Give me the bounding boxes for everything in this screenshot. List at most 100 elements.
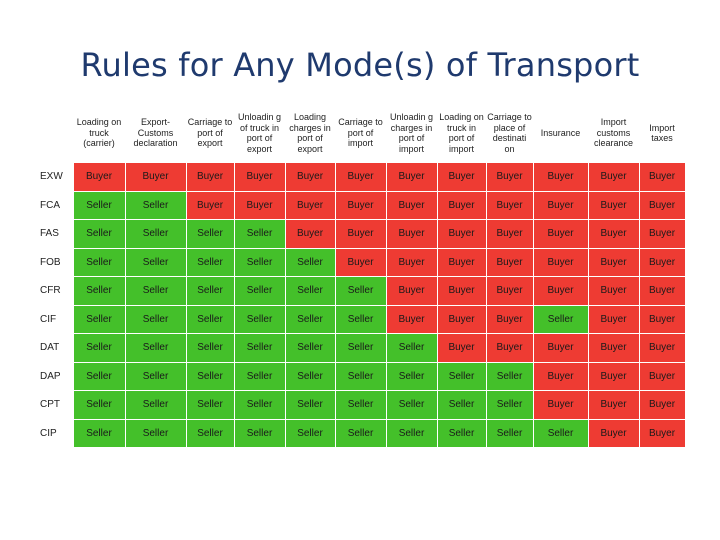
responsibility-cell: Buyer xyxy=(532,390,589,420)
responsibility-cell: Buyer xyxy=(587,333,640,363)
responsibility-cell: Buyer xyxy=(436,190,487,220)
column-header: Loading on truck in port of import xyxy=(439,112,484,154)
responsibility-cell: Seller xyxy=(72,418,126,448)
responsibility-cell: Buyer xyxy=(587,390,640,420)
responsibility-cell: Seller xyxy=(185,304,235,334)
responsibility-cell: Buyer xyxy=(638,190,686,220)
responsibility-cell: Buyer xyxy=(485,219,534,249)
table-row: CIP Seller Seller Seller Seller Seller Seller S… xyxy=(37,418,686,448)
responsibility-cell: Seller xyxy=(233,390,286,420)
table-row: CPT Seller Seller Seller Seller Seller Seller S… xyxy=(37,390,686,420)
responsibility-cell: Seller xyxy=(334,276,387,306)
responsibility-cell: Buyer xyxy=(638,247,686,277)
responsibility-cell: Seller xyxy=(284,361,336,391)
responsibility-cell: Buyer xyxy=(587,276,640,306)
responsibility-cell: Buyer xyxy=(185,162,235,192)
responsibility-cell: Buyer xyxy=(587,190,640,220)
responsibility-cell: Buyer xyxy=(385,247,438,277)
row-term-label: DAP xyxy=(37,362,73,391)
responsibility-cell: Seller xyxy=(233,247,286,277)
responsibility-cell: Buyer xyxy=(638,333,686,363)
responsibility-cell: Seller xyxy=(385,333,438,363)
responsibility-cell: Seller xyxy=(233,276,286,306)
column-header: Unloadin g of truck in port of export xyxy=(237,112,282,154)
responsibility-cell: Buyer xyxy=(532,190,589,220)
table-row: FAS Seller Seller Seller Seller Buyer Buyer Buy… xyxy=(37,219,686,249)
responsibility-cell: Seller xyxy=(185,361,235,391)
responsibility-cell: Seller xyxy=(124,390,187,420)
responsibility-cell: Seller xyxy=(334,390,387,420)
responsibility-cell: Buyer xyxy=(638,418,686,448)
responsibility-cell: Buyer xyxy=(587,361,640,391)
responsibility-cell: Seller xyxy=(124,361,187,391)
responsibility-cell: Buyer xyxy=(385,190,438,220)
table-row: EXW Buyer Buyer Buyer Buyer Buyer Buyer Buyer Bu… xyxy=(37,162,686,192)
column-header: Import customs clearance xyxy=(593,117,634,149)
responsibility-cell: Buyer xyxy=(638,219,686,249)
responsibility-cell: Buyer xyxy=(436,219,487,249)
responsibility-cell: Buyer xyxy=(532,219,589,249)
responsibility-cell: Buyer xyxy=(385,162,438,192)
responsibility-cell: Seller xyxy=(185,418,235,448)
responsibility-cell: Buyer xyxy=(436,247,487,277)
column-header: Carriage to port of export xyxy=(187,117,233,149)
responsibility-cell: Seller xyxy=(385,390,438,420)
responsibility-cell: Buyer xyxy=(587,219,640,249)
responsibility-cell: Seller xyxy=(284,247,336,277)
row-term-label: FOB xyxy=(37,248,73,277)
responsibility-cell: Buyer xyxy=(233,162,286,192)
responsibility-cell: Seller xyxy=(124,333,187,363)
slide-title: Rules for Any Mode(s) of Transport xyxy=(80,46,640,84)
responsibility-cell: Buyer xyxy=(485,304,534,334)
responsibility-cell: Buyer xyxy=(385,276,438,306)
responsibility-cell: Buyer xyxy=(587,162,640,192)
responsibility-cell: Buyer xyxy=(485,276,534,306)
responsibility-cell: Seller xyxy=(72,247,126,277)
responsibility-cell: Buyer xyxy=(638,276,686,306)
table-row: DAP Seller Seller Seller Seller Seller Seller S… xyxy=(37,361,686,391)
responsibility-cell: Buyer xyxy=(334,219,387,249)
incoterms-table: Loading on truck (carrier) Export-Custom… xyxy=(37,104,686,448)
responsibility-cell: Buyer xyxy=(385,304,438,334)
row-term-label: DAT xyxy=(37,333,73,362)
responsibility-cell: Seller xyxy=(72,333,126,363)
responsibility-cell: Buyer xyxy=(638,162,686,192)
responsibility-cell: Seller xyxy=(334,304,387,334)
responsibility-cell: Seller xyxy=(334,333,387,363)
responsibility-cell: Buyer xyxy=(485,247,534,277)
responsibility-cell: Seller xyxy=(124,219,187,249)
responsibility-cell: Seller xyxy=(385,361,438,391)
responsibility-cell: Buyer xyxy=(185,190,235,220)
responsibility-cell: Seller xyxy=(233,219,286,249)
responsibility-cell: Seller xyxy=(532,304,589,334)
responsibility-cell: Buyer xyxy=(532,162,589,192)
responsibility-cell: Seller xyxy=(284,276,336,306)
responsibility-cell: Seller xyxy=(284,390,336,420)
table-row: CFR Seller Seller Seller Seller Seller Seller B… xyxy=(37,276,686,306)
responsibility-cell: Buyer xyxy=(334,190,387,220)
row-term-label: EXW xyxy=(37,162,73,191)
responsibility-cell: Seller xyxy=(72,276,126,306)
responsibility-cell: Seller xyxy=(124,304,187,334)
responsibility-cell: Seller xyxy=(485,390,534,420)
table-row: CIF Seller Seller Seller Seller Seller Seller B… xyxy=(37,304,686,334)
column-header: Loading on truck (carrier) xyxy=(76,117,122,149)
column-header: Insurance xyxy=(540,127,581,138)
responsibility-cell: Buyer xyxy=(638,361,686,391)
responsibility-cell: Buyer xyxy=(284,162,336,192)
column-header: Unloadin g charges in port of import xyxy=(389,112,434,154)
responsibility-cell: Buyer xyxy=(587,418,640,448)
responsibility-cell: Buyer xyxy=(532,247,589,277)
responsibility-cell: Buyer xyxy=(532,333,589,363)
responsibility-cell: Seller xyxy=(334,361,387,391)
responsibility-cell: Buyer xyxy=(485,333,534,363)
responsibility-cell: Buyer xyxy=(124,162,187,192)
responsibility-cell: Buyer xyxy=(284,219,336,249)
responsibility-cell: Seller xyxy=(72,190,126,220)
responsibility-cell: Seller xyxy=(72,361,126,391)
responsibility-cell: Seller xyxy=(485,361,534,391)
responsibility-cell: Buyer xyxy=(436,162,487,192)
responsibility-cell: Seller xyxy=(185,333,235,363)
corner-cell xyxy=(37,104,73,163)
responsibility-cell: Seller xyxy=(72,390,126,420)
